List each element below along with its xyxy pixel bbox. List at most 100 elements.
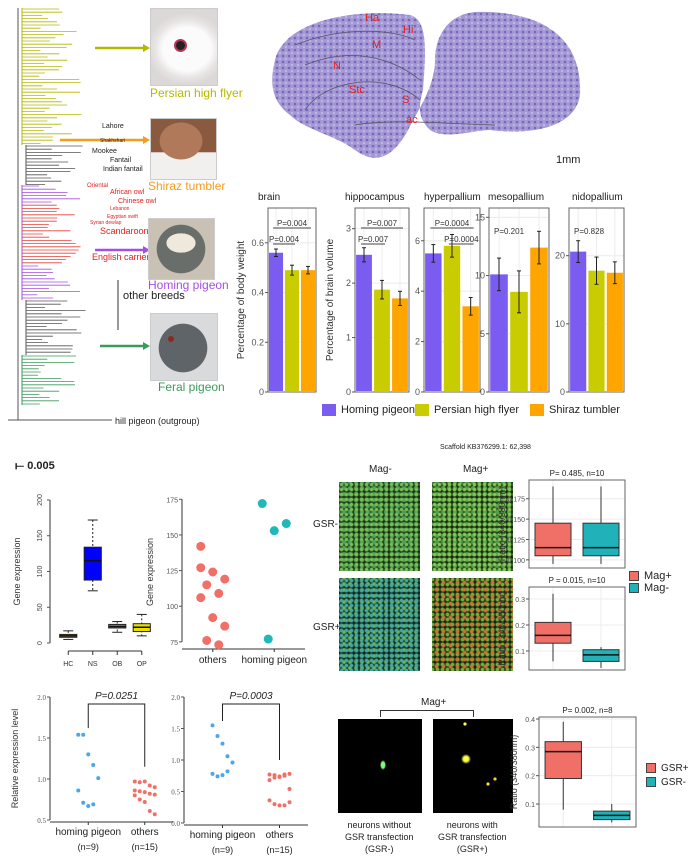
y-tick-label: 0.4 — [251, 288, 264, 298]
y-axis-label: Gene expression — [12, 537, 22, 605]
p-value-label: P=0.0004 — [444, 235, 479, 244]
y-tick-label: 1.0 — [37, 776, 46, 784]
data-point — [142, 779, 147, 784]
chart-hippocampus: 0 1 2 3 hippocampus Percentage of brain volum… — [325, 192, 410, 397]
data-point — [196, 563, 206, 573]
legend-label: Mag+ — [644, 570, 672, 582]
y-tick-label: 0 — [480, 387, 485, 397]
y-tick-label: 0.5 — [37, 817, 46, 825]
caption-line: (GSR+) — [456, 844, 488, 854]
row-label-gsr-minus: GSR- — [313, 519, 338, 530]
chart-title: P=0.0003 — [229, 691, 273, 702]
data-point — [147, 783, 152, 788]
data-point — [282, 803, 287, 808]
y-tick-label: 0.175 — [507, 497, 525, 504]
caption-line: GSR transfection — [345, 832, 414, 842]
eye-icon — [168, 336, 174, 342]
plot-frame — [538, 716, 637, 828]
row-label-gsr-plus: GSR+ — [313, 622, 341, 633]
breed-label-african-owl: African owl — [110, 189, 145, 196]
data-point — [225, 754, 230, 759]
data-point — [215, 734, 220, 739]
y-tick-label: 0.100 — [507, 558, 525, 565]
y-tick-label: 2.0 — [37, 694, 46, 702]
region-label-hi: Hi — [403, 24, 414, 36]
data-point — [137, 797, 142, 802]
data-point — [137, 789, 142, 794]
y-tick-label: 2 — [346, 278, 351, 288]
shiraz-tumbler-label: Shiraz tumbler — [148, 179, 226, 193]
y-tick-label: 0.1 — [515, 649, 525, 656]
legend-swatch — [530, 404, 544, 417]
bar-homing-pigeon — [570, 251, 587, 391]
x-tick-label: others — [199, 655, 227, 666]
breed-label-lebanon: Lebanon — [110, 206, 130, 212]
plot-frame — [267, 207, 317, 393]
data-point — [277, 775, 282, 780]
data-point — [137, 780, 142, 785]
persian-high-flyer-photo — [150, 8, 218, 86]
other-breeds-label: other breeds — [123, 290, 185, 302]
y-axis-label: Ratio (340/380nm) — [509, 735, 519, 810]
data-point — [267, 772, 272, 777]
bottom-header-mag-plus: Mag+ — [421, 697, 447, 708]
chart-dot1: 0.5 1.0 1.5 2.0 P=0.0251 Relative expression … — [10, 691, 173, 852]
chart-dot2: 0.0 0.5 1.0 1.5 2.0 P=0.0003 homing pigeon (n=9… — [171, 691, 308, 855]
data-point — [152, 812, 157, 817]
caption-line: neurons with — [446, 820, 498, 830]
x-tick-label: others — [266, 830, 294, 841]
y-tick-label: 0 — [560, 387, 565, 397]
data-point — [142, 790, 147, 795]
region-label-n: N — [333, 60, 341, 72]
bar-persian-high-flyer — [443, 245, 461, 391]
data-point — [81, 800, 86, 805]
breed-label-indian-fantail: Indian fantail — [103, 166, 143, 173]
y-tick-label: 0 — [37, 641, 44, 645]
y-tick-label: 100 — [166, 604, 178, 611]
legend-gsr: GSR+ GSR- — [646, 762, 689, 790]
data-point — [208, 567, 218, 577]
data-point — [132, 788, 137, 793]
micrograph-gsr-minus-mag-minus — [339, 482, 420, 571]
y-tick-label: 175 — [166, 497, 178, 504]
y-tick-label: 6 — [415, 236, 420, 246]
micrograph-neuron-gsr-minus — [338, 719, 422, 813]
legend-item-mag-minus: Mag- — [629, 582, 672, 594]
plot-frame — [568, 207, 625, 393]
legend-label: GSR+ — [661, 763, 689, 774]
n-label: (n=9) — [78, 842, 99, 852]
breed-label-syrian-dewlap: Syrian dewlap — [90, 220, 122, 226]
data-point — [272, 775, 277, 780]
n-label: (n=15) — [132, 842, 158, 852]
p-value-label: P=0.007 — [358, 235, 389, 244]
bar-shiraz-tumbler — [392, 298, 408, 391]
legend-item-gsr-minus: GSR- — [646, 776, 689, 790]
region-label-s: S — [402, 94, 410, 106]
brain-section-image — [272, 11, 581, 158]
y-tick-label: 150 — [166, 533, 178, 540]
breed-label-fantail: Fantail — [110, 157, 132, 164]
y-tick-label: 1.0 — [171, 757, 180, 765]
y-tick-label: 125 — [166, 569, 178, 576]
caption-gsr-minus: neurons without GSR transfection (GSR-) — [345, 819, 414, 855]
box-mag+ — [534, 522, 572, 557]
y-tick-label: 0.3 — [525, 745, 535, 752]
y-tick-label: 0.2 — [251, 337, 264, 347]
caption-gsr-plus: neurons with GSR transfection (GSR+) — [438, 819, 507, 855]
data-point — [220, 773, 225, 778]
chart-nidopallium: 0 10 20 nidopallium P=0.828 — [555, 192, 625, 397]
breed-label-egyptian-swift: Egyptian swift — [107, 214, 138, 220]
y-tick-label: 0.0 — [171, 820, 180, 828]
region-label-ac: ac — [406, 114, 418, 126]
data-point — [263, 634, 273, 644]
data-point — [287, 786, 292, 791]
data-point — [272, 802, 277, 807]
legend-item-mag-plus: Mag+ — [629, 570, 672, 582]
data-point — [287, 800, 292, 805]
col-label-mag-minus: Mag- — [369, 464, 392, 475]
breed-label-shakhshari: Shakhshari — [100, 138, 126, 144]
data-point — [76, 788, 81, 793]
y-tick-label: 0 — [259, 387, 264, 397]
plot-frame — [528, 479, 626, 569]
y-axis-label: Ratio (340/380nm) — [497, 487, 507, 562]
